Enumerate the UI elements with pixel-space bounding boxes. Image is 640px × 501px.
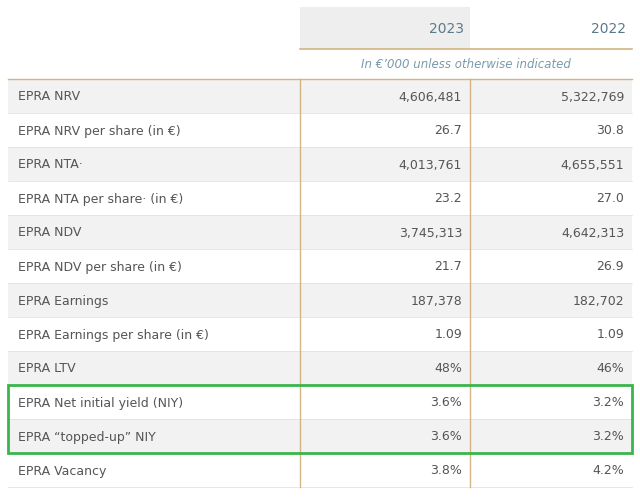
Text: 27.0: 27.0 <box>596 192 624 205</box>
Bar <box>8 317 632 351</box>
Text: 46%: 46% <box>596 362 624 375</box>
Bar <box>8 419 632 453</box>
Text: 182,702: 182,702 <box>572 294 624 307</box>
Text: EPRA LTV: EPRA LTV <box>18 362 76 375</box>
Text: 3.8%: 3.8% <box>430 463 462 476</box>
Bar <box>8 453 632 487</box>
Text: 4,642,313: 4,642,313 <box>561 226 624 239</box>
Text: 1.09: 1.09 <box>596 328 624 341</box>
Text: 26.9: 26.9 <box>596 260 624 273</box>
Text: 3,745,313: 3,745,313 <box>399 226 462 239</box>
Bar <box>300 8 470 50</box>
Text: EPRA NDV: EPRA NDV <box>18 226 81 239</box>
Bar <box>8 182 632 215</box>
Text: 3.6%: 3.6% <box>430 396 462 409</box>
Bar <box>8 284 632 317</box>
Text: 30.8: 30.8 <box>596 124 624 137</box>
Text: 187,378: 187,378 <box>410 294 462 307</box>
Text: EPRA Earnings: EPRA Earnings <box>18 294 108 307</box>
Text: EPRA “topped-up” NIY: EPRA “topped-up” NIY <box>18 430 156 442</box>
Text: EPRA NRV per share (in €): EPRA NRV per share (in €) <box>18 124 180 137</box>
Text: EPRA NTA·: EPRA NTA· <box>18 158 83 171</box>
Bar <box>8 351 632 385</box>
Text: 3.2%: 3.2% <box>592 430 624 442</box>
Text: 1.09: 1.09 <box>435 328 462 341</box>
Bar <box>8 249 632 284</box>
Text: EPRA Vacancy: EPRA Vacancy <box>18 463 106 476</box>
Text: 3.6%: 3.6% <box>430 430 462 442</box>
Text: 3.2%: 3.2% <box>592 396 624 409</box>
Bar <box>8 148 632 182</box>
Text: 21.7: 21.7 <box>435 260 462 273</box>
Text: 23.2: 23.2 <box>435 192 462 205</box>
Text: EPRA Earnings per share (in €): EPRA Earnings per share (in €) <box>18 328 209 341</box>
Bar <box>8 80 632 114</box>
Text: 4,013,761: 4,013,761 <box>399 158 462 171</box>
Bar <box>8 215 632 249</box>
Bar <box>8 385 632 453</box>
Bar <box>8 114 632 148</box>
Bar <box>8 385 632 419</box>
Text: 4,606,481: 4,606,481 <box>399 90 462 103</box>
Text: In €’000 unless otherwise indicated: In €’000 unless otherwise indicated <box>361 59 571 71</box>
Text: 48%: 48% <box>434 362 462 375</box>
Text: 4.2%: 4.2% <box>592 463 624 476</box>
Text: EPRA NDV per share (in €): EPRA NDV per share (in €) <box>18 260 182 273</box>
Text: EPRA NRV: EPRA NRV <box>18 90 80 103</box>
Text: 2022: 2022 <box>591 22 626 36</box>
Text: EPRA NTA per share· (in €): EPRA NTA per share· (in €) <box>18 192 183 205</box>
Text: 26.7: 26.7 <box>435 124 462 137</box>
Text: 2023: 2023 <box>429 22 464 36</box>
Text: 4,655,551: 4,655,551 <box>561 158 624 171</box>
Text: EPRA Net initial yield (NIY): EPRA Net initial yield (NIY) <box>18 396 183 409</box>
Text: 5,322,769: 5,322,769 <box>561 90 624 103</box>
